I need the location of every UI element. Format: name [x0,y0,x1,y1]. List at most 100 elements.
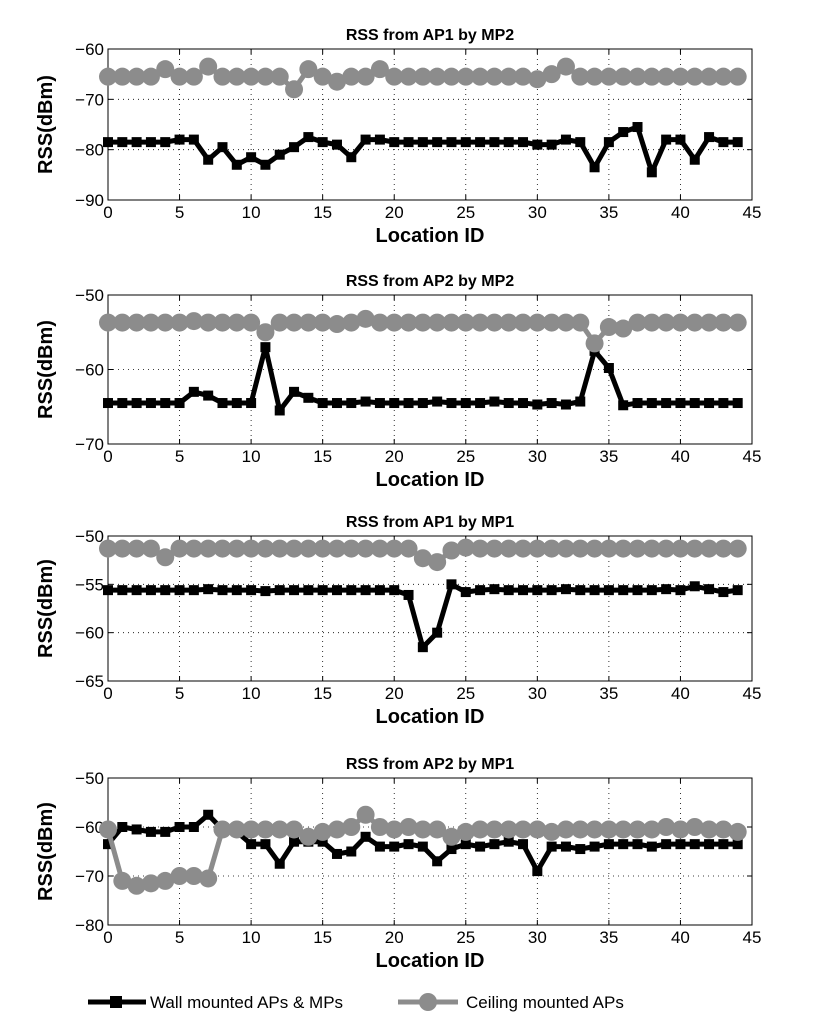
data-point [732,839,743,850]
data-point [704,839,715,850]
data-point [317,585,328,596]
data-point [732,137,743,148]
y-axis-label: RSS(dBm) [35,802,57,901]
series-ceiling [99,538,747,572]
data-point [160,585,171,596]
data-point [413,820,432,839]
data-point [618,127,629,138]
data-point [156,313,175,332]
data-point [560,134,571,145]
data-point [446,398,457,409]
data-point [571,313,590,332]
data-point [628,820,647,839]
data-point [585,334,604,353]
data-point [117,398,128,409]
y-tick-label: −55 [75,575,104,594]
data-point [628,313,647,332]
data-point [528,820,547,839]
chart-title: RSS from AP2 by MP2 [346,273,514,290]
data-point [346,152,357,163]
data-point [417,642,428,653]
data-point [299,827,318,846]
x-axis-label: Location ID [376,950,485,972]
data-point [313,539,332,558]
data-point [575,137,586,148]
data-point [642,820,661,839]
data-point [103,585,113,596]
data-point [327,539,346,558]
data-point [618,839,629,850]
data-point [131,585,142,596]
data-point [599,820,618,839]
data-point [671,67,690,86]
data-point [356,805,375,824]
x-tick-label: 40 [671,447,690,466]
x-tick-label: 20 [385,447,404,466]
data-point [327,820,346,839]
data-point [213,313,232,332]
y-tick-label: −50 [75,769,104,788]
data-point [571,67,590,86]
data-point [385,67,404,86]
data-point [528,313,547,332]
data-point [289,142,300,153]
data-point [685,818,704,836]
x-tick-label: 45 [743,928,762,947]
data-point [471,820,490,839]
series-wall [103,579,743,653]
data-point [113,67,132,86]
data-point [460,587,471,598]
data-point [217,585,228,596]
data-point [413,549,432,568]
data-point [499,313,518,332]
chart-panel-1: RSS from AP1 by MP2 0 5 10 15 20 25 30 35 40 45 −90… [35,27,761,247]
data-point [285,539,304,558]
x-tick-label: 35 [599,447,618,466]
data-point [542,822,561,841]
data-point [542,65,561,84]
data-point [532,399,543,410]
data-point [127,539,146,558]
data-point [242,313,261,332]
y-tick-label: −80 [75,141,104,160]
data-point [213,67,232,86]
x-tick-label: 10 [242,928,261,947]
y-axis-label: RSS(dBm) [35,320,57,419]
data-point [704,132,715,143]
data-point [571,539,590,558]
x-tick-label: 35 [599,203,618,222]
data-point [260,342,271,353]
data-point [499,820,518,839]
data-point [485,539,504,558]
data-point [575,585,586,596]
data-point [184,539,203,558]
data-point [489,584,500,595]
data-point [360,134,371,145]
data-point [227,539,246,558]
data-point [428,553,447,572]
data-point [246,839,257,850]
data-point [714,539,733,558]
data-point [632,839,643,850]
data-point [704,584,715,595]
series-wall [103,342,743,416]
data-point [532,139,543,150]
data-point [256,539,275,558]
data-point [256,323,275,342]
data-point [274,585,285,596]
data-point [203,390,214,401]
data-point [542,313,561,332]
data-point [475,137,486,148]
x-axis-label: Location ID [376,706,485,728]
data-point [718,587,729,598]
data-point [113,313,132,332]
chart-title: RSS from AP1 by MP1 [346,514,514,531]
data-point [614,539,633,558]
data-point [370,818,389,836]
data-point [514,313,533,332]
x-tick-label: 30 [528,203,547,222]
x-tick-label: 5 [175,928,184,947]
data-point [700,67,719,86]
y-tick-label: −80 [75,916,104,935]
data-point [489,396,500,407]
